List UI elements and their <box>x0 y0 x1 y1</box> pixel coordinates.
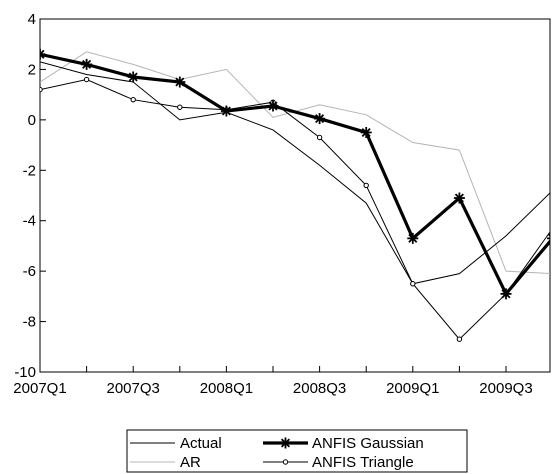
data-point <box>174 76 186 88</box>
y-tick-label: 2 <box>28 61 36 78</box>
x-tick-label: 2008Q3 <box>293 380 346 397</box>
plot-area-frame <box>39 18 551 373</box>
y-axis-ticks: 4 2 0 -2 -4 -6 -8 -10 <box>14 11 46 381</box>
x-axis-ticks: 2007Q1 2007Q3 2008Q1 2008Q3 2009Q1 2009Q3 <box>13 366 533 397</box>
legend-label-actual: Actual <box>180 435 222 452</box>
series-line-ar <box>40 51 550 275</box>
data-point <box>547 233 550 243</box>
legend-label-ar: AR <box>180 454 201 471</box>
data-point <box>316 134 323 141</box>
data-point <box>363 182 369 189</box>
y-tick-label: -2 <box>23 162 36 179</box>
y-tick-label: 0 <box>28 112 36 129</box>
series-line-anfis-gaussian <box>40 52 550 297</box>
y-tick-label: -10 <box>14 364 36 381</box>
x-tick-label: 2009Q3 <box>479 380 532 397</box>
series-line-anfis-triangle <box>40 78 550 340</box>
data-point <box>407 232 419 244</box>
data-point <box>40 48 46 60</box>
y-tick-label: -8 <box>23 314 36 331</box>
series-line-actual <box>40 61 550 285</box>
x-tick-label: 2008Q1 <box>200 380 253 397</box>
legend-marker <box>282 459 289 465</box>
legend: Actual AR ANFIS Gaussian ANFIS Triangle <box>126 429 468 473</box>
data-point <box>360 126 372 138</box>
data-point <box>410 281 416 287</box>
legend-box <box>126 429 468 473</box>
data-point <box>267 100 279 112</box>
y-tick-label: -6 <box>23 263 36 280</box>
data-point <box>81 58 93 70</box>
data-point <box>83 76 90 83</box>
data-point <box>177 104 183 110</box>
x-tick-label: 2007Q3 <box>107 380 160 397</box>
data-point <box>456 336 463 342</box>
data-point <box>40 86 43 93</box>
data-point <box>127 71 139 83</box>
legend-marker <box>280 437 291 449</box>
data-point <box>453 192 465 204</box>
data-point <box>500 288 512 300</box>
legend-label-anfis-gaussian: ANFIS Gaussian <box>312 435 424 452</box>
data-point <box>314 113 326 125</box>
plot-series <box>40 48 550 342</box>
data-point <box>220 105 232 117</box>
x-tick-label: 2007Q1 <box>13 380 66 397</box>
x-tick-label: 2009Q1 <box>386 380 439 397</box>
y-tick-label: 4 <box>28 11 36 28</box>
data-point <box>130 96 136 103</box>
legend-label-anfis-triangle: ANFIS Triangle <box>312 454 414 471</box>
y-tick-label: -4 <box>23 213 36 230</box>
